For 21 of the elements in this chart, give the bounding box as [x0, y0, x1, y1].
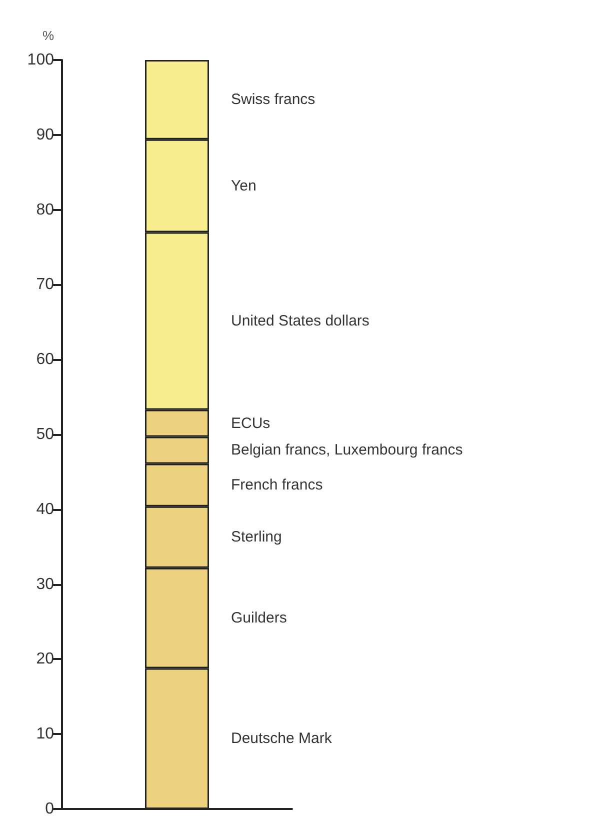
y-tick-label: 0 — [45, 800, 54, 817]
series-label: French francs — [231, 476, 323, 494]
series-label: Sterling — [231, 528, 282, 546]
y-tick-label: 30 — [36, 576, 54, 593]
series-label: Yen — [231, 177, 256, 194]
series-label: Belgian francs, Luxembourg francs — [231, 442, 463, 459]
y-tick-label: 40 — [36, 500, 54, 518]
y-tick-label: 80 — [36, 201, 54, 218]
y-tick-label: 50 — [36, 426, 54, 443]
y-tick-label: 70 — [36, 276, 54, 294]
series-label: Swiss francs — [231, 91, 316, 108]
y-tick-label: 10 — [36, 726, 54, 743]
y-tick-label: 20 — [36, 650, 54, 668]
series-label: Guilders — [231, 610, 287, 627]
y-tick-label: 90 — [36, 126, 54, 144]
y-tick-label: 60 — [36, 351, 54, 368]
series-label: ECUs — [231, 414, 270, 432]
y-axis-title: % — [42, 28, 54, 43]
series-label: United States dollars — [231, 312, 370, 330]
series-label: Deutsche Mark — [231, 730, 332, 748]
y-tick-label: 100 — [27, 52, 54, 68]
